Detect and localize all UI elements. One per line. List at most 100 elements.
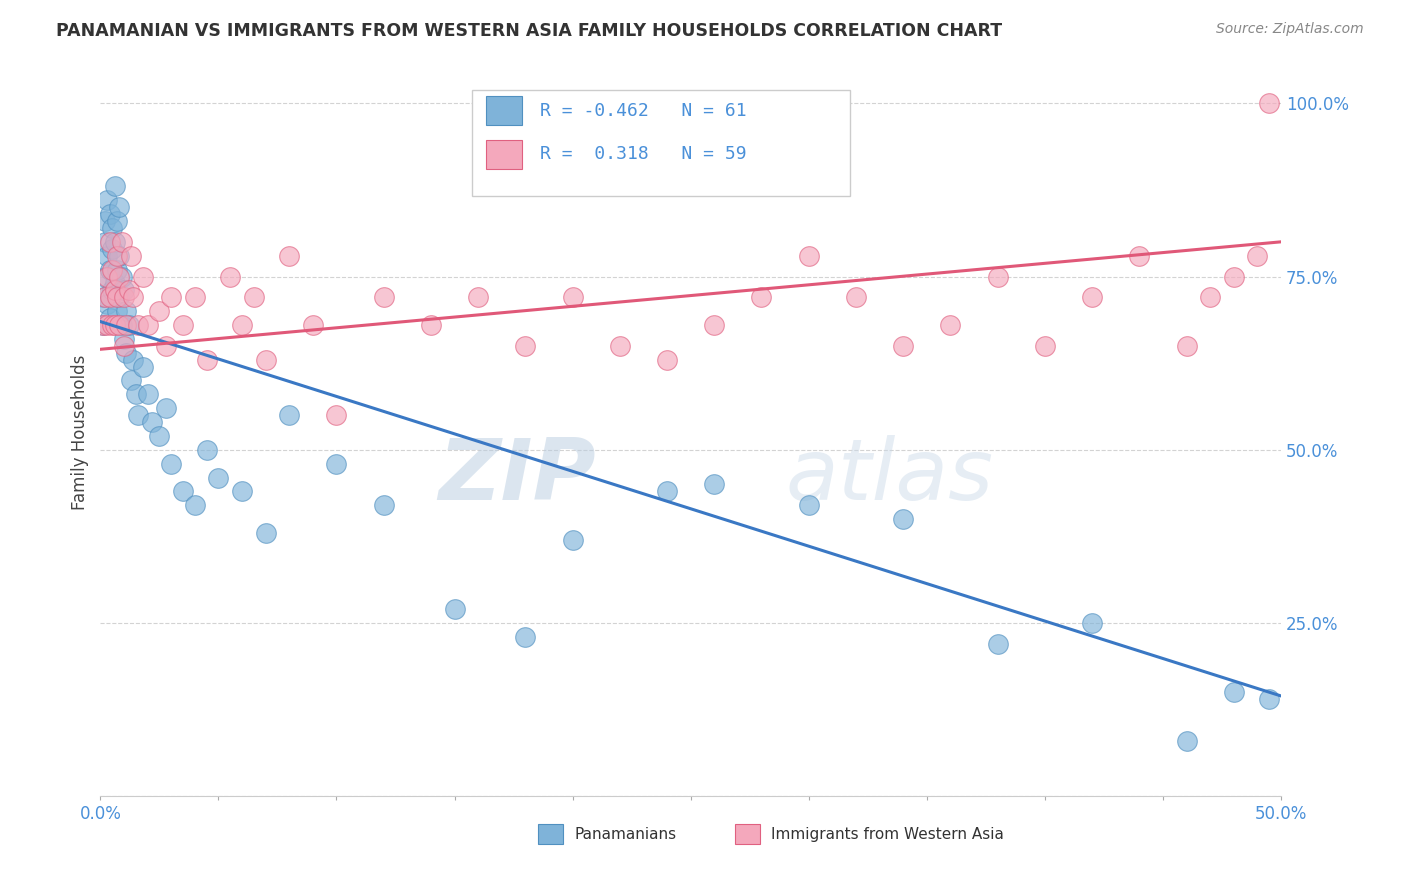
Point	[195, 442, 218, 457]
Point	[254, 352, 277, 367]
Point	[96, 318, 118, 332]
FancyBboxPatch shape	[472, 90, 851, 196]
Point	[184, 290, 207, 304]
Point	[939, 318, 962, 332]
Point	[160, 290, 183, 304]
Point	[515, 339, 537, 353]
Point	[127, 408, 149, 422]
Point	[105, 214, 128, 228]
Point	[103, 235, 125, 249]
Point	[105, 290, 128, 304]
Point	[1222, 685, 1244, 699]
Point	[108, 269, 131, 284]
Point	[373, 498, 395, 512]
Point	[148, 304, 170, 318]
Point	[105, 304, 128, 318]
Point	[1081, 616, 1104, 631]
Point	[94, 214, 117, 228]
Point	[98, 207, 121, 221]
Point	[467, 290, 489, 304]
Point	[797, 498, 820, 512]
Point	[609, 339, 631, 353]
Text: Panamanians: Panamanians	[575, 827, 676, 841]
Point	[443, 602, 465, 616]
Point	[1222, 269, 1244, 284]
Point	[96, 249, 118, 263]
Point	[325, 408, 347, 422]
Text: Source: ZipAtlas.com: Source: ZipAtlas.com	[1216, 22, 1364, 37]
Point	[219, 269, 242, 284]
Point	[1258, 96, 1281, 111]
Point	[101, 318, 124, 332]
Point	[110, 318, 132, 332]
Point	[108, 290, 131, 304]
Point	[1258, 692, 1281, 706]
Y-axis label: Family Households: Family Households	[72, 355, 89, 510]
Point	[112, 339, 135, 353]
Point	[110, 269, 132, 284]
Point	[91, 318, 114, 332]
Point	[94, 235, 117, 249]
Point	[108, 200, 131, 214]
Point	[120, 374, 142, 388]
Point	[96, 193, 118, 207]
Point	[122, 352, 145, 367]
FancyBboxPatch shape	[486, 96, 522, 125]
Point	[118, 318, 141, 332]
Point	[1128, 249, 1150, 263]
Point	[98, 311, 121, 326]
Point	[1199, 290, 1222, 304]
Point	[561, 533, 583, 547]
Point	[96, 269, 118, 284]
Point	[132, 269, 155, 284]
Point	[110, 235, 132, 249]
Point	[987, 269, 1010, 284]
Point	[101, 242, 124, 256]
Text: PANAMANIAN VS IMMIGRANTS FROM WESTERN ASIA FAMILY HOUSEHOLDS CORRELATION CHART: PANAMANIAN VS IMMIGRANTS FROM WESTERN AS…	[56, 22, 1002, 40]
Point	[94, 290, 117, 304]
Point	[987, 637, 1010, 651]
Point	[96, 297, 118, 311]
Point	[120, 249, 142, 263]
Point	[302, 318, 325, 332]
Point	[155, 401, 177, 416]
Point	[243, 290, 266, 304]
Point	[98, 262, 121, 277]
Text: atlas: atlas	[785, 434, 993, 517]
Point	[108, 249, 131, 263]
Point	[703, 318, 725, 332]
Point	[148, 429, 170, 443]
Point	[125, 387, 148, 401]
Point	[118, 284, 141, 298]
Point	[101, 284, 124, 298]
Point	[207, 470, 229, 484]
Point	[98, 290, 121, 304]
Point	[112, 332, 135, 346]
Point	[184, 498, 207, 512]
Point	[91, 318, 114, 332]
Point	[105, 249, 128, 263]
Text: ZIP: ZIP	[439, 434, 596, 517]
Point	[105, 262, 128, 277]
Point	[122, 290, 145, 304]
Point	[1033, 339, 1056, 353]
FancyBboxPatch shape	[486, 140, 522, 169]
Point	[112, 290, 135, 304]
Point	[103, 179, 125, 194]
Text: R = -0.462   N = 61: R = -0.462 N = 61	[540, 102, 747, 120]
Point	[98, 235, 121, 249]
Point	[1175, 339, 1198, 353]
Point	[101, 221, 124, 235]
Point	[103, 284, 125, 298]
Point	[278, 408, 301, 422]
Point	[172, 484, 194, 499]
Point	[231, 484, 253, 499]
Point	[160, 457, 183, 471]
Point	[797, 249, 820, 263]
Point	[136, 387, 159, 401]
Point	[141, 415, 163, 429]
Point	[103, 318, 125, 332]
Point	[891, 512, 914, 526]
Point	[155, 339, 177, 353]
Point	[115, 304, 138, 318]
